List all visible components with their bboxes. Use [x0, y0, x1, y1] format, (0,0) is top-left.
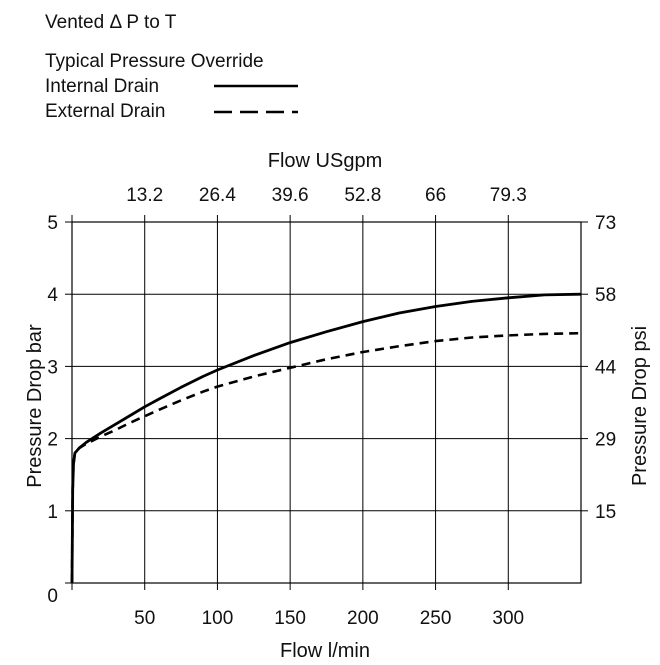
y-tick-label: 1: [47, 502, 58, 523]
x2-tick-label: 52.8: [344, 185, 381, 206]
tick-marks: [65, 215, 588, 590]
y-axis-title: Pressure Drop bar: [24, 324, 46, 488]
x-tick-label: 150: [274, 608, 306, 629]
x-tick-label: 200: [347, 608, 379, 629]
legend-label-internal-drain: Internal Drain: [45, 76, 159, 97]
y-tick-label: 2: [47, 430, 58, 451]
legend-title: Typical Pressure Override: [45, 51, 264, 72]
series-lines: [70, 292, 582, 584]
y2-tick-label: 58: [595, 285, 616, 306]
grid-lines: [72, 222, 581, 583]
y-tick-label: 0: [47, 586, 58, 607]
x2-tick-label: 39.6: [272, 185, 309, 206]
x2-tick-label: 79.3: [490, 185, 527, 206]
y-tick-label: 5: [47, 213, 58, 234]
tick-labels: 50 100 150 200 250 300 13.2 26.4 39.6 52.8 66 79.3 0…: [47, 185, 616, 629]
chart-title: Vented Δ P to T: [45, 12, 177, 33]
x-tick-label: 50: [134, 608, 155, 629]
y-tick-label: 3: [47, 357, 58, 378]
legend-label-external-drain: External Drain: [45, 101, 165, 122]
y2-tick-label: 29: [595, 430, 616, 451]
x-tick-label: 250: [420, 608, 452, 629]
x2-tick-label: 13.2: [126, 185, 163, 206]
y2-axis-title: Pressure Drop psi: [629, 326, 651, 486]
y2-tick-label: 73: [595, 213, 616, 234]
y2-tick-label: 15: [595, 502, 616, 523]
y2-tick-label: 44: [595, 357, 617, 378]
plot-frame: [71, 221, 582, 584]
x2-tick-label: 66: [425, 185, 446, 206]
x-axis-title: Flow l/min: [280, 640, 370, 662]
x-tick-label: 300: [492, 608, 524, 629]
x-tick-label: 100: [202, 608, 234, 629]
x2-tick-label: 26.4: [199, 185, 236, 206]
y-tick-label: 4: [47, 285, 58, 306]
x2-axis-title: Flow USgpm: [268, 150, 382, 172]
series-line-external-drain: [70, 331, 582, 584]
